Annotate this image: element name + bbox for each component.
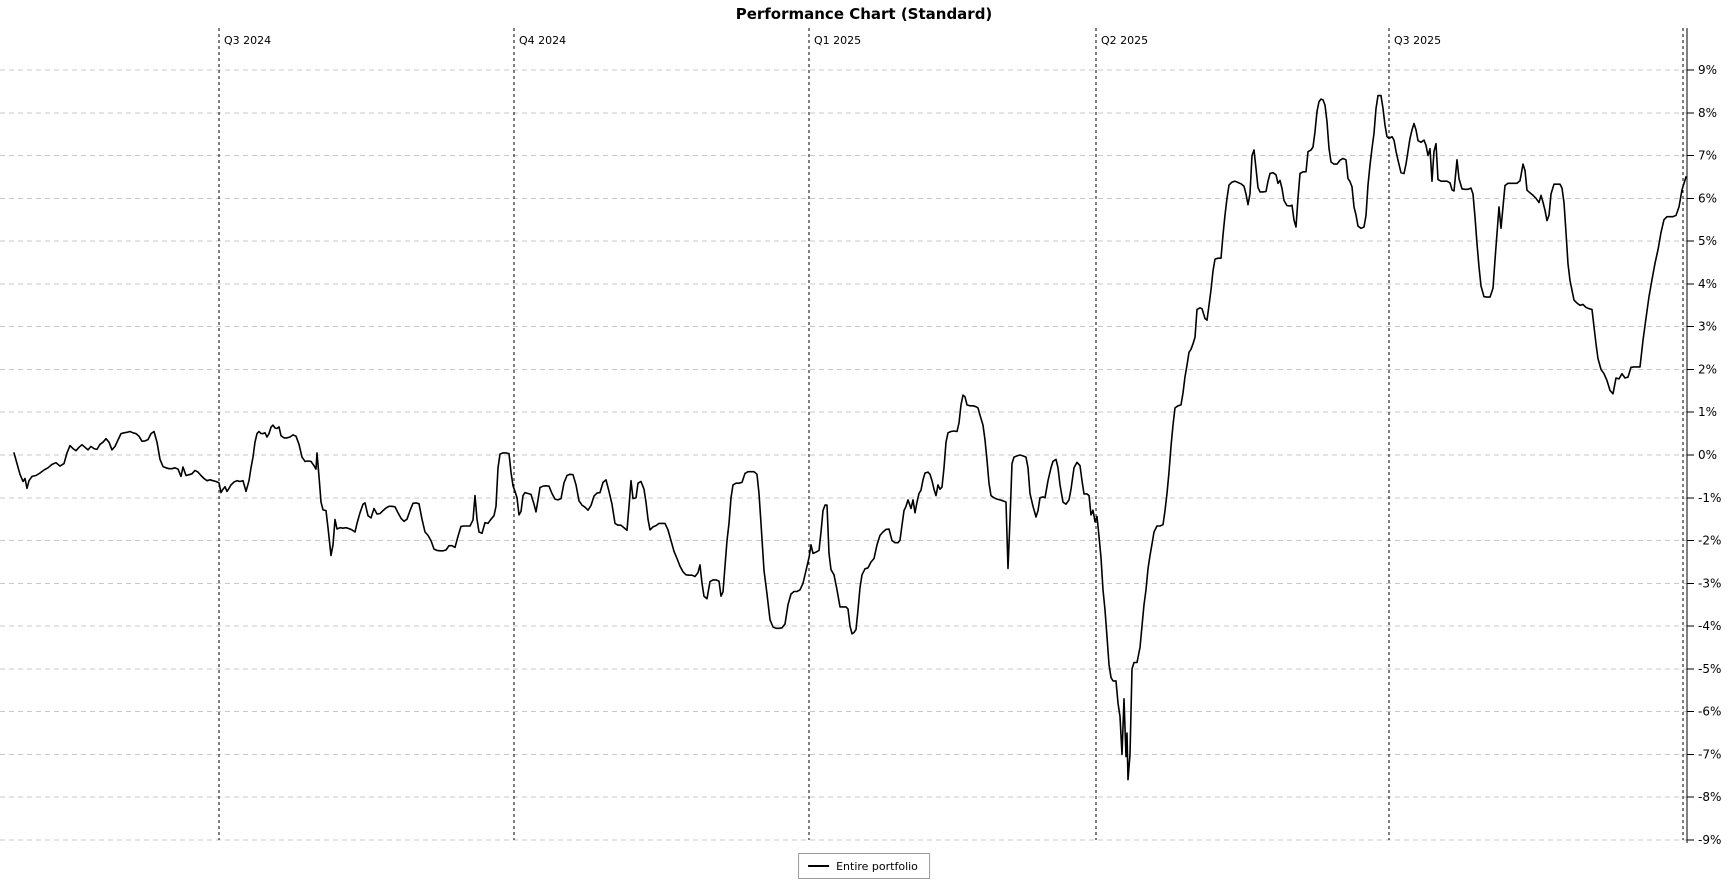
quarter-label: Q1 2025	[814, 34, 861, 47]
y-axis-tick-label: 5%	[1698, 234, 1717, 248]
quarter-label: Q3 2025	[1394, 34, 1441, 47]
y-axis-tick-label: 1%	[1698, 405, 1717, 419]
y-axis-tick-label: -9%	[1698, 833, 1721, 847]
quarter-label: Q3 2024	[224, 34, 271, 47]
y-axis-tick-label: -4%	[1698, 619, 1721, 633]
y-axis-tick-label: -3%	[1698, 576, 1721, 590]
y-axis-tick-label: 4%	[1698, 277, 1717, 291]
legend-series-label: Entire portfolio	[836, 859, 918, 873]
y-axis-tick-label: 0%	[1698, 448, 1717, 462]
y-axis-tick-label: -2%	[1698, 534, 1721, 548]
quarter-label: Q2 2025	[1101, 34, 1148, 47]
series-line-entire-portfolio	[13, 94, 1687, 781]
y-axis-tick-label: -7%	[1698, 747, 1721, 761]
y-axis-tick-label: 2%	[1698, 362, 1717, 376]
y-axis-tick-label: 8%	[1698, 106, 1717, 120]
y-axis-tick-label: 6%	[1698, 191, 1717, 205]
y-axis-tick-label: 9%	[1698, 63, 1717, 77]
y-axis-tick-label: -1%	[1698, 491, 1721, 505]
y-axis-tick-label: -8%	[1698, 790, 1721, 804]
y-axis-tick-label: -5%	[1698, 662, 1721, 676]
y-axis-tick-label: 3%	[1698, 320, 1717, 334]
legend: Entire portfolio	[798, 853, 930, 879]
y-axis-tick-label: -6%	[1698, 705, 1721, 719]
legend-line-swatch-icon	[808, 865, 830, 867]
y-axis-tick-label: 7%	[1698, 149, 1717, 163]
quarter-label: Q4 2024	[519, 34, 566, 47]
page-title: Performance Chart (Standard)	[735, 5, 993, 23]
